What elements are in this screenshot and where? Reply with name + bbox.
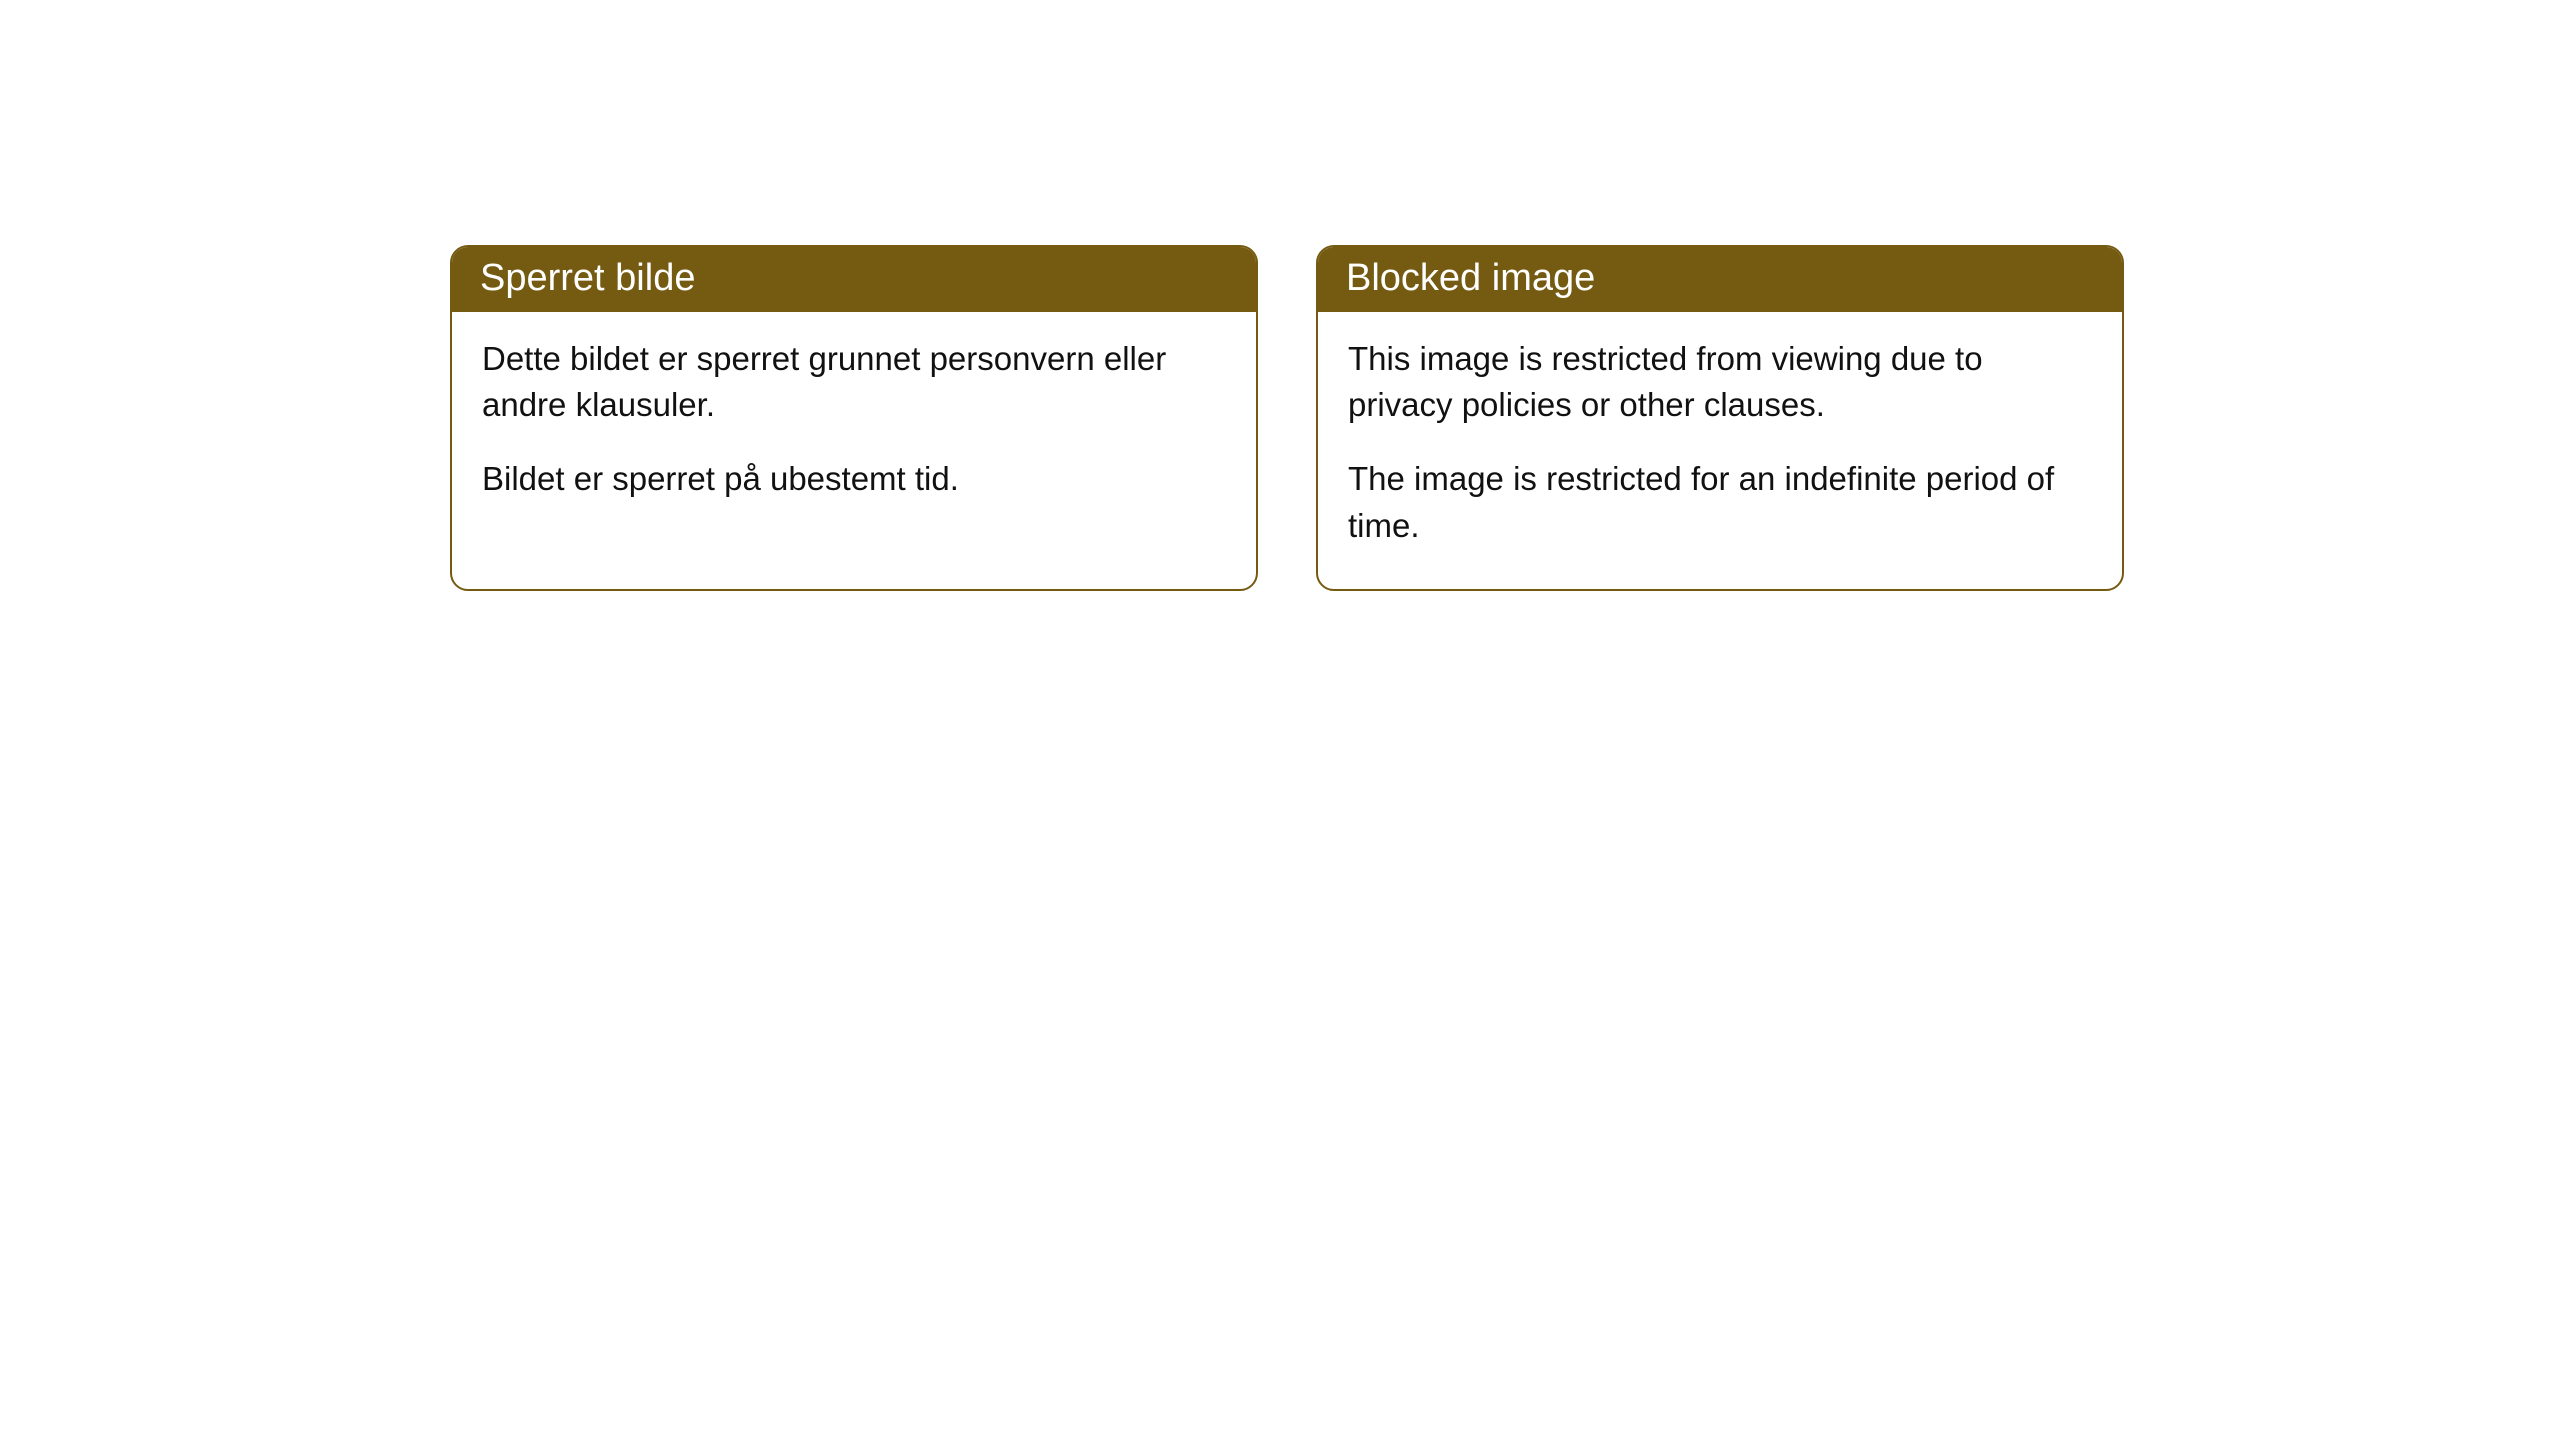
card-paragraph-2: Bildet er sperret på ubestemt tid. bbox=[482, 456, 1226, 502]
notice-card-english: Blocked image This image is restricted f… bbox=[1316, 245, 2124, 591]
card-header-norwegian: Sperret bilde bbox=[452, 247, 1256, 312]
notice-cards-container: Sperret bilde Dette bildet er sperret gr… bbox=[450, 245, 2124, 591]
card-paragraph-1: This image is restricted from viewing du… bbox=[1348, 336, 2092, 428]
notice-card-norwegian: Sperret bilde Dette bildet er sperret gr… bbox=[450, 245, 1258, 591]
card-paragraph-2: The image is restricted for an indefinit… bbox=[1348, 456, 2092, 548]
card-body-english: This image is restricted from viewing du… bbox=[1318, 312, 2122, 589]
card-header-english: Blocked image bbox=[1318, 247, 2122, 312]
card-paragraph-1: Dette bildet er sperret grunnet personve… bbox=[482, 336, 1226, 428]
card-body-norwegian: Dette bildet er sperret grunnet personve… bbox=[452, 312, 1256, 543]
